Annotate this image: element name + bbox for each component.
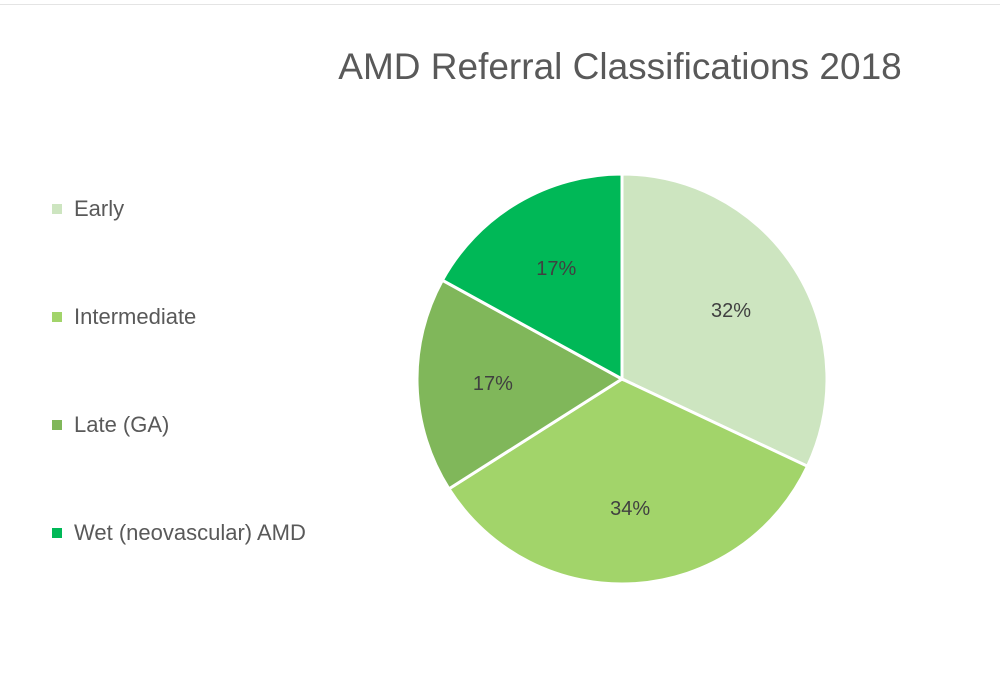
data-label: 17% bbox=[473, 373, 513, 395]
legend-item-intermediate: Intermediate bbox=[52, 304, 196, 330]
legend-item-early: Early bbox=[52, 196, 124, 222]
data-label: 17% bbox=[536, 258, 576, 280]
legend-swatch bbox=[52, 420, 62, 430]
data-label: 34% bbox=[610, 498, 650, 520]
legend-item-wet-amd: Wet (neovascular) AMD bbox=[52, 520, 306, 546]
legend-label: Early bbox=[74, 196, 125, 221]
legend-label: Intermediate bbox=[74, 304, 197, 329]
pie-slice-wet-neovascular-amd bbox=[440, 172, 624, 382]
legend-swatch bbox=[52, 312, 62, 322]
legend-swatch bbox=[52, 204, 62, 214]
legend-label: Wet (neovascular) AMD bbox=[74, 520, 306, 545]
top-divider bbox=[0, 4, 1000, 5]
pie-slice-late-ga bbox=[415, 278, 625, 491]
legend-label: Late (GA) bbox=[74, 412, 170, 437]
pie-slice-intermediate bbox=[446, 377, 810, 586]
legend-swatch bbox=[52, 528, 62, 538]
chart-title: AMD Referral Classifications 2018 bbox=[338, 46, 902, 87]
legend-item-late-ga: Late (GA) bbox=[52, 412, 169, 438]
data-label: 32% bbox=[711, 300, 751, 322]
pie-slice-early bbox=[620, 172, 829, 469]
